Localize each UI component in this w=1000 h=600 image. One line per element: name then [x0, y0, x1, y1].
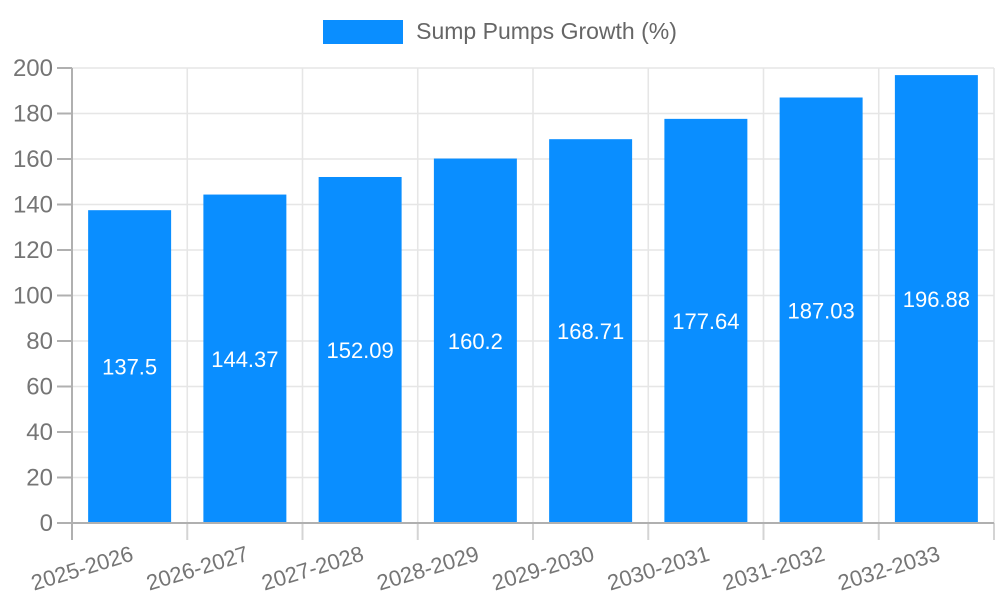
y-axis-label: 200	[13, 55, 53, 82]
x-axis-label: 2025-2026	[28, 541, 136, 596]
x-axis-label: 2027-2028	[259, 541, 367, 596]
y-axis-label: 140	[13, 192, 53, 219]
bar	[318, 176, 402, 523]
x-axis-label: 2026-2027	[143, 541, 251, 596]
y-axis-label: 20	[26, 465, 53, 492]
bar-value-label: 160.2	[448, 329, 503, 354]
bar-value-label: 137.5	[102, 355, 157, 380]
y-axis-label: 100	[13, 283, 53, 310]
bar-value-label: 144.37	[211, 347, 278, 372]
y-axis-label: 80	[26, 328, 53, 355]
bar-value-label: 152.09	[326, 338, 393, 363]
bar-value-label: 168.71	[557, 319, 624, 344]
bar	[88, 210, 172, 522]
x-axis-label: 2032-2033	[835, 541, 943, 596]
y-axis-label: 120	[13, 237, 53, 264]
bar	[549, 139, 633, 522]
y-axis-label: 40	[26, 419, 53, 446]
bar	[779, 97, 863, 523]
legend: Sump Pumps Growth (%)	[0, 18, 1000, 45]
bar	[894, 75, 978, 523]
x-axis-label: 2031-2032	[720, 541, 828, 596]
y-axis-label: 180	[13, 101, 53, 128]
x-axis-label: 2029-2030	[489, 541, 597, 596]
legend-label: Sump Pumps Growth (%)	[416, 18, 677, 44]
bar-value-label: 187.03	[787, 298, 854, 323]
bar-value-label: 177.64	[672, 309, 739, 334]
bar	[433, 158, 517, 523]
bar	[664, 118, 748, 522]
y-axis-label: 0	[40, 510, 53, 537]
x-axis-label: 2028-2029	[374, 541, 482, 596]
bar-value-label: 196.88	[903, 287, 970, 312]
x-axis-label: 2030-2031	[604, 541, 712, 596]
legend-swatch	[323, 19, 404, 44]
y-axis-label: 160	[13, 146, 53, 173]
bar	[203, 194, 287, 523]
y-axis-label: 60	[26, 374, 53, 401]
legend-item-sump-pumps[interactable]: Sump Pumps Growth (%)	[323, 18, 677, 45]
